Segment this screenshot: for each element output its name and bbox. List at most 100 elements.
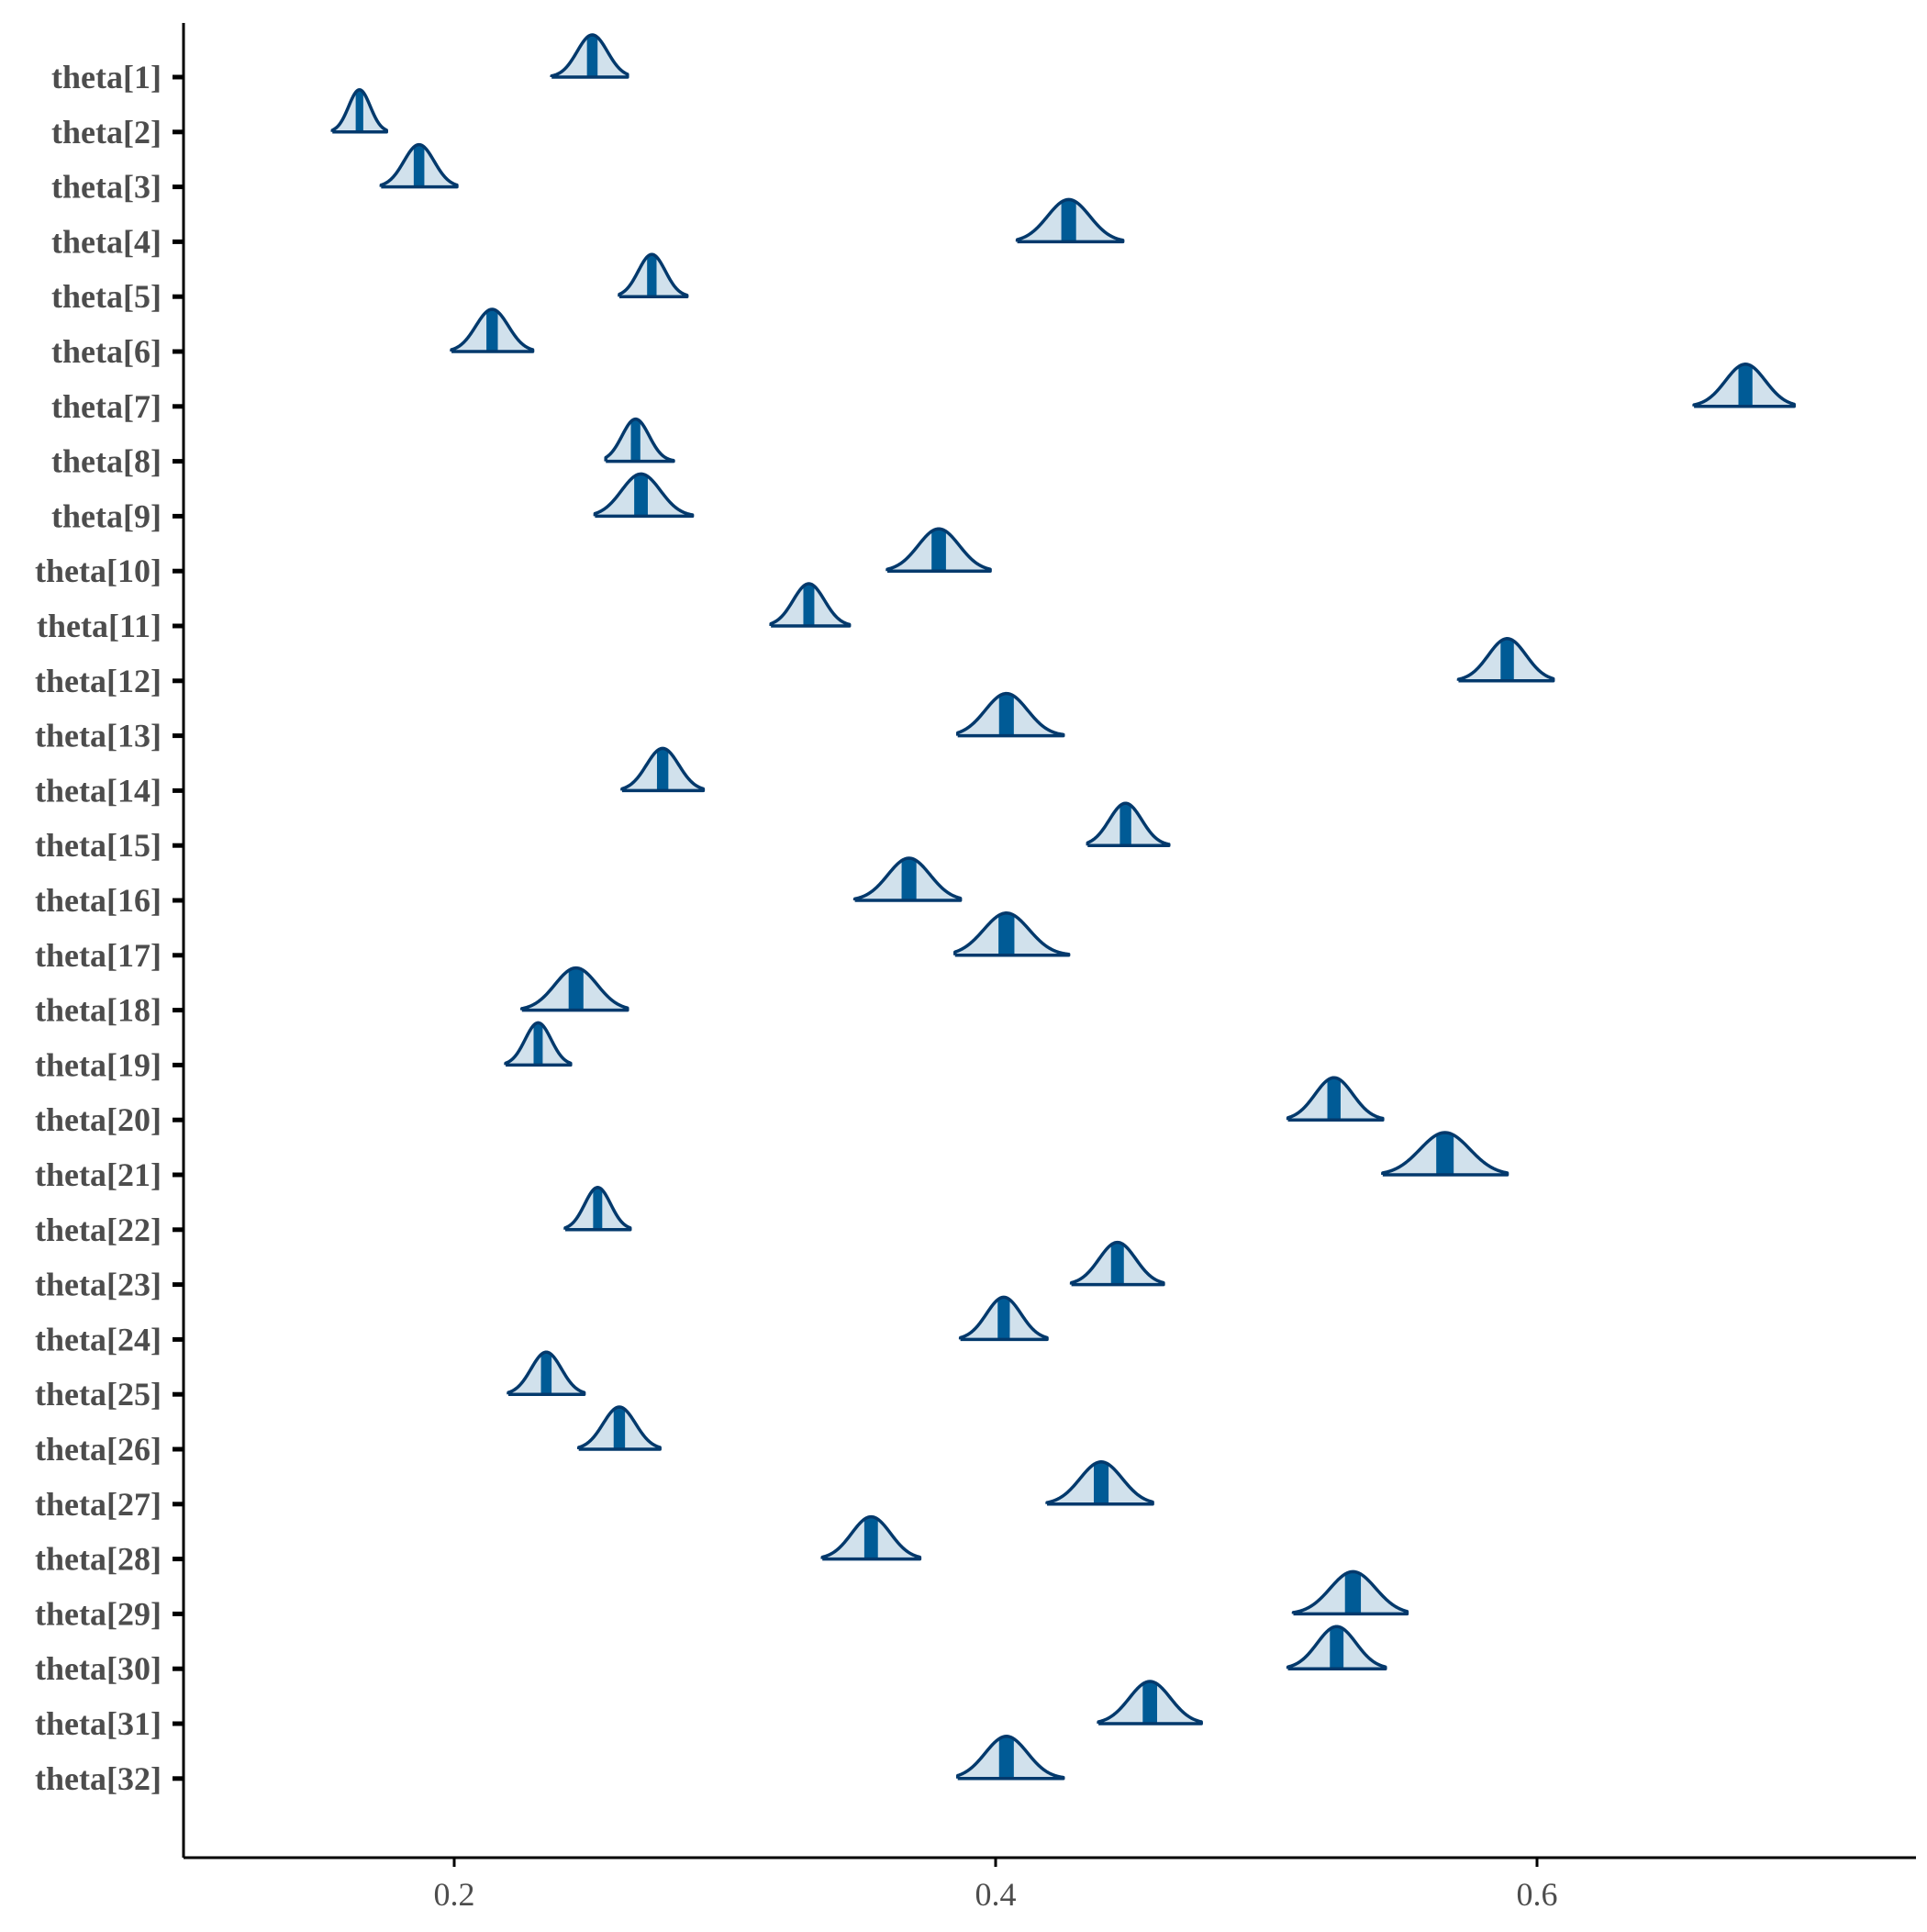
density-outline	[1015, 197, 1125, 244]
density-outline	[1286, 1076, 1385, 1122]
density-outline	[593, 472, 695, 519]
ridge-theta[9]	[593, 472, 695, 519]
density-outline	[953, 911, 1071, 957]
median-bar	[355, 89, 363, 132]
density-outline	[769, 582, 852, 628]
y-tick-label: theta[18]	[35, 992, 162, 1029]
y-tick-label: theta[9]	[51, 497, 162, 534]
ridge-theta[7]	[1692, 363, 1796, 408]
y-tick-label: theta[2]	[51, 114, 162, 151]
density-outline	[1692, 363, 1796, 408]
median-bar	[1142, 1681, 1157, 1724]
y-tick-label: theta[32]	[35, 1760, 162, 1797]
density-outline	[1086, 801, 1171, 847]
ridge-theta[2]	[330, 88, 388, 134]
y-tick-label: theta[13]	[35, 718, 162, 754]
ridge-theta[31]	[1097, 1680, 1203, 1725]
y-tick-label: theta[26]	[35, 1431, 162, 1468]
density-outline	[576, 1405, 662, 1451]
median-bar	[901, 858, 917, 900]
y-tick-label: theta[4]	[51, 223, 162, 260]
density-outline	[379, 142, 459, 189]
ridge-theta[25]	[507, 1350, 586, 1396]
ridge-theta[32]	[955, 1735, 1065, 1781]
y-tick-label: theta[17]	[35, 937, 162, 974]
axes-layer: theta[1] theta[2] theta[3] theta[4] theta[5]…	[35, 23, 1916, 1913]
y-tick-label: theta[27]	[35, 1486, 162, 1523]
ridge-theta[18]	[520, 966, 629, 1012]
density-outline	[1291, 1569, 1409, 1616]
median-bar	[998, 1736, 1014, 1779]
ridge-theta[17]	[953, 911, 1071, 957]
ridge-theta[30]	[1286, 1625, 1387, 1670]
median-bar	[998, 912, 1015, 955]
density-outline	[620, 746, 706, 793]
median-bar	[613, 1407, 626, 1449]
ridge-theta[27]	[1045, 1460, 1154, 1506]
density-outline	[1456, 637, 1555, 683]
median-bar	[1738, 363, 1753, 407]
density-outline	[820, 1514, 922, 1561]
y-tick-label: theta[24]	[35, 1321, 162, 1357]
median-bar	[1330, 1626, 1344, 1670]
ridge-theta[8]	[604, 417, 675, 463]
y-tick-label: theta[10]	[35, 553, 162, 589]
ridge-theta[1]	[550, 33, 629, 79]
ridge-theta[26]	[576, 1405, 662, 1451]
ridge-theta[11]	[769, 582, 852, 628]
median-bar	[1436, 1133, 1454, 1175]
ridge-theta[10]	[886, 527, 992, 573]
median-bar	[540, 1352, 552, 1395]
y-tick-label: theta[7]	[51, 388, 162, 425]
density-outline	[550, 33, 629, 79]
density-outline	[955, 1735, 1065, 1781]
y-tick-label: theta[14]	[35, 772, 162, 809]
ridge-theta[28]	[820, 1514, 922, 1561]
y-tick-label: theta[21]	[35, 1156, 162, 1193]
density-outline	[1045, 1460, 1154, 1506]
x-tick-label: 0.2	[434, 1876, 475, 1913]
median-bar	[630, 419, 640, 462]
ridge-theta[13]	[955, 691, 1065, 738]
median-bar	[1061, 199, 1076, 242]
density-outline	[563, 1186, 632, 1232]
median-bar	[997, 1297, 1010, 1340]
ridge-theta[23]	[1069, 1240, 1165, 1287]
density-outline	[1286, 1625, 1387, 1670]
density-outline	[450, 307, 535, 353]
ridge-theta[4]	[1015, 197, 1125, 244]
median-bar	[486, 309, 498, 352]
median-bar	[593, 1187, 603, 1230]
median-bar	[413, 144, 425, 187]
ridge-theta[21]	[1381, 1131, 1509, 1177]
y-tick-label: theta[28]	[35, 1541, 162, 1578]
y-tick-label: theta[12]	[35, 663, 162, 699]
y-tick-label: theta[30]	[35, 1650, 162, 1687]
ridge-theta[16]	[852, 856, 963, 902]
median-bar	[586, 35, 598, 77]
x-tick-label: 0.6	[1517, 1876, 1558, 1913]
median-bar	[634, 474, 648, 517]
density-outline	[507, 1350, 586, 1396]
ridge-theta[3]	[379, 142, 459, 189]
ridge-theta[24]	[958, 1295, 1049, 1342]
density-outline	[886, 527, 992, 573]
y-tick-label: theta[25]	[35, 1376, 162, 1413]
median-bar	[1327, 1078, 1341, 1121]
y-tick-label: theta[19]	[35, 1046, 162, 1083]
density-outline	[520, 966, 629, 1012]
ridge-theta[22]	[563, 1186, 632, 1232]
median-bar	[863, 1516, 878, 1559]
y-tick-label: theta[3]	[51, 169, 162, 206]
median-bar	[568, 967, 584, 1011]
median-bar	[533, 1022, 543, 1066]
median-bar	[1093, 1461, 1109, 1504]
median-bar	[656, 748, 669, 791]
density-outline	[955, 691, 1065, 738]
ridge-theta[14]	[620, 746, 706, 793]
density-outline	[958, 1295, 1049, 1342]
ridge-theta[20]	[1286, 1076, 1385, 1122]
y-tick-label: theta[23]	[35, 1267, 162, 1303]
